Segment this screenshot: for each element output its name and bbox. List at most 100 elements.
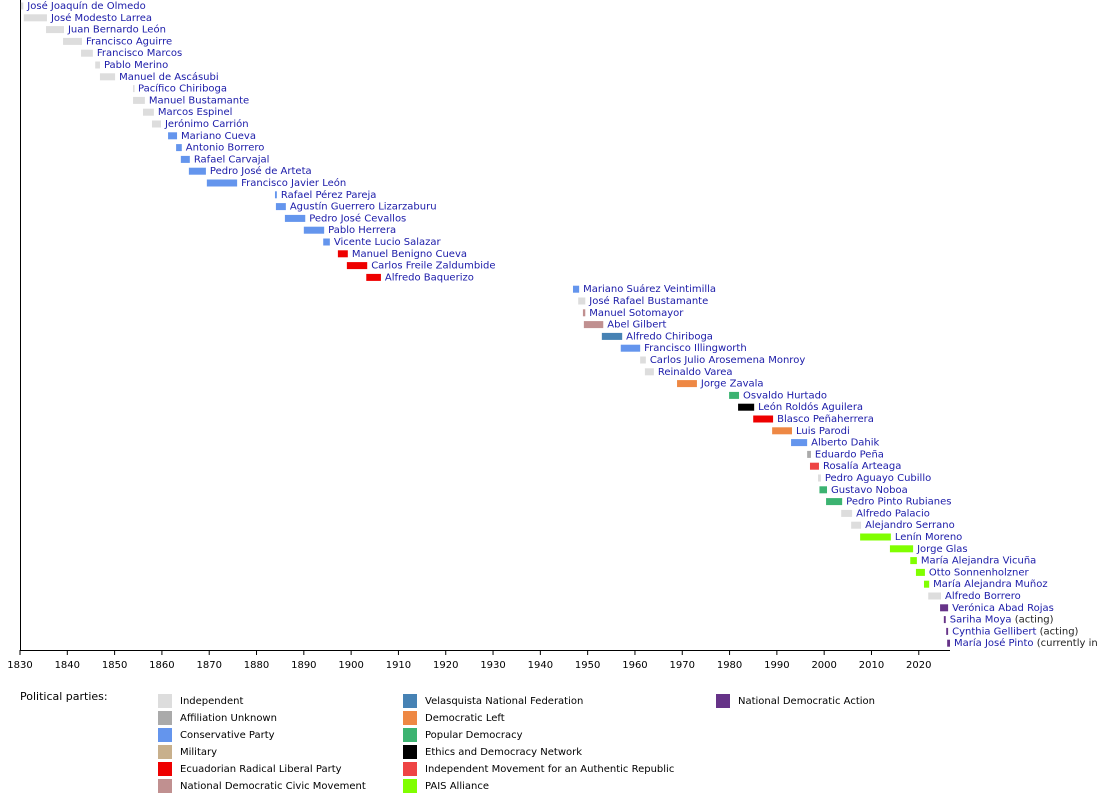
term-bar	[583, 321, 604, 329]
president-name: Manuel de Ascásubi	[119, 71, 219, 83]
president-name: Abel Gilbert	[607, 320, 666, 331]
term-bar	[346, 262, 368, 270]
term-bar	[46, 26, 64, 34]
term-bar	[753, 415, 774, 423]
term-bar	[640, 356, 646, 364]
term-bar	[95, 61, 100, 69]
x-tick-label: 1880	[244, 660, 269, 671]
x-tick-label: 1900	[338, 660, 363, 671]
president-label: Francisco Aguirre	[86, 36, 172, 47]
president-name: Pedro Pinto Rubianes	[846, 497, 951, 508]
term-bar	[578, 297, 586, 305]
president-name: Otto Sonnenholzner	[929, 567, 1030, 578]
president-label: Rafael Pérez Pareja	[281, 189, 377, 201]
president-name: Alfredo Borrero	[945, 591, 1021, 602]
x-tick-label: 2020	[906, 660, 931, 671]
president-name: Pedro Aguayo Cubillo	[825, 473, 931, 484]
x-tick-label: 1940	[528, 660, 553, 671]
term-bar	[677, 380, 697, 388]
president-name: Jorge Zavala	[700, 379, 764, 390]
term-bar	[620, 344, 641, 352]
president-label: Pablo Merino	[104, 60, 168, 71]
president-name: León Roldós Aguilera	[758, 401, 863, 413]
president-name: Rafael Carvajal	[194, 154, 270, 165]
president-label: Mariano Suárez Veintimilla	[583, 283, 716, 295]
president-name: Mariano Suárez Veintimilla	[583, 283, 716, 295]
term-bar	[928, 592, 942, 600]
president-label: Eduardo Peña	[815, 449, 884, 460]
term-bar	[180, 155, 190, 163]
president-label: Pedro Pinto Rubianes	[846, 497, 951, 508]
president-label: Marcos Espinel	[158, 107, 233, 118]
term-bar	[63, 37, 82, 45]
legend-swatch	[716, 694, 730, 708]
president-name: Alberto Dahik	[811, 438, 879, 449]
term-bar	[772, 427, 793, 435]
term-bar	[133, 85, 135, 93]
president-name: Verónica Abad Rojas	[952, 602, 1054, 614]
legend-swatch	[158, 762, 172, 776]
term-bar	[940, 604, 949, 612]
president-label: Gustavo Noboa	[831, 485, 908, 496]
president-label: Reinaldo Varea	[658, 367, 733, 378]
president-label: Blasco Peñaherrera	[777, 414, 874, 425]
term-bar	[923, 580, 930, 588]
legend-label: National Democratic Action	[738, 696, 875, 707]
legend-label: PAIS Alliance	[425, 781, 489, 792]
term-bar	[601, 332, 623, 340]
president-label: Pablo Herrera	[328, 225, 396, 236]
president-name: Lenín Moreno	[895, 531, 962, 543]
x-tick-label: 1960	[622, 660, 647, 671]
president-name: Antonio Borrero	[186, 143, 265, 154]
term-bar	[81, 49, 93, 57]
president-label: Manuel Sotomayor	[589, 308, 684, 319]
term-bar	[133, 96, 145, 104]
x-tick-label: 1950	[575, 660, 600, 671]
president-label: Jorge Glas	[916, 544, 968, 555]
president-label: José Modesto Larrea	[50, 12, 152, 24]
president-name: Sariha Moya	[950, 615, 1012, 626]
term-bar	[168, 132, 178, 140]
president-label: Pedro Aguayo Cubillo	[825, 473, 931, 484]
term-bar	[644, 368, 654, 376]
legend-swatch	[158, 711, 172, 725]
term-bar	[176, 144, 182, 152]
x-tick-label: 2000	[811, 660, 836, 671]
president-name: Manuel Sotomayor	[589, 308, 684, 319]
president-label: Antonio Borrero	[186, 143, 265, 154]
president-name: Marcos Espinel	[158, 107, 233, 118]
president-name: Pacífico Chiriboga	[138, 83, 227, 95]
president-label: María Alejandra Vicuña	[921, 555, 1036, 567]
president-name: Blasco Peñaherrera	[777, 414, 874, 425]
term-bar	[274, 191, 277, 199]
legend-label: National Democratic Civic Movement	[180, 781, 366, 792]
term-bar	[818, 474, 821, 482]
president-name: Eduardo Peña	[815, 449, 884, 460]
president-name: Francisco Aguirre	[86, 36, 172, 47]
x-tick-label: 1930	[480, 660, 505, 671]
legend-swatch	[158, 745, 172, 759]
legend-label: Independent Movement for an Authentic Re…	[425, 764, 674, 775]
president-name: Juan Bernardo León	[67, 24, 166, 36]
president-name: Gustavo Noboa	[831, 485, 908, 496]
legend-label: Affiliation Unknown	[180, 713, 277, 724]
term-bar	[819, 486, 828, 494]
president-label: Francisco Javier León	[241, 177, 346, 189]
president-label: María Alejandra Muñoz	[933, 578, 1047, 590]
president-name: Rosalía Arteaga	[823, 460, 901, 472]
president-name: Francisco Javier León	[241, 177, 346, 189]
legend-label: Popular Democracy	[425, 730, 523, 741]
president-name: María Alejandra Muñoz	[933, 578, 1047, 590]
term-bar	[729, 391, 740, 399]
term-bar	[206, 179, 238, 187]
president-name: Manuel Benigno Cueva	[352, 249, 467, 260]
president-label: José Joaquín de Olmedo	[26, 0, 145, 12]
term-bar	[889, 545, 914, 553]
president-label: Alejandro Serrano	[865, 520, 955, 531]
president-label: Pedro José Cevallos	[309, 212, 406, 224]
president-label: Juan Bernardo León	[67, 24, 166, 36]
legend-swatch	[403, 762, 417, 776]
term-bar	[366, 273, 381, 281]
president-label: Francisco Marcos	[97, 48, 182, 59]
